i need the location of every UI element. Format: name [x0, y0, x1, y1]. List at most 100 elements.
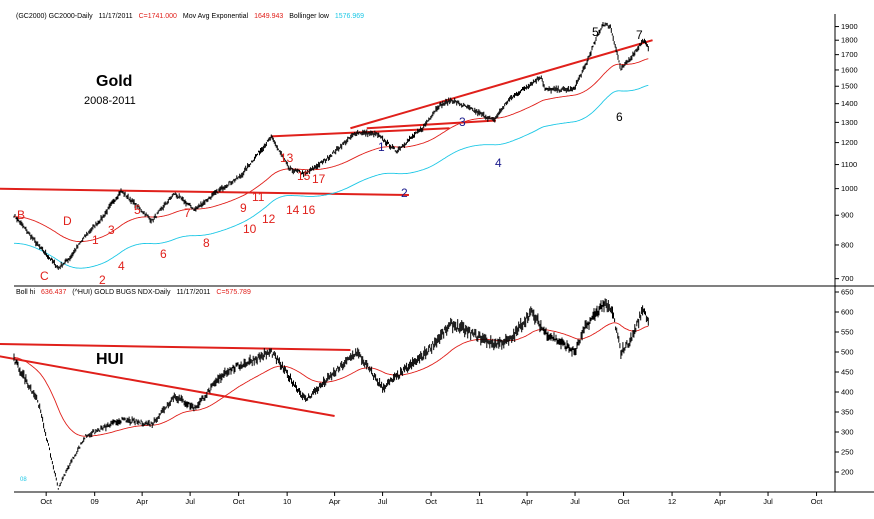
x-tick-label: 12	[668, 497, 676, 506]
hui-y-tick-label: 400	[841, 388, 854, 397]
gold-trendlines	[0, 39, 653, 197]
hui-header-bb-label: Boll hi	[16, 289, 36, 296]
wave-label-3: 3	[108, 223, 115, 237]
x-tick-label: 10	[283, 497, 291, 506]
hui-trendline	[0, 343, 351, 351]
wave-label-1: 1	[92, 233, 99, 247]
gold-y-tick-label: 1300	[841, 118, 858, 127]
wave-label-blue-2: 2	[401, 186, 408, 200]
gold-y-tick-label: 1100	[841, 160, 857, 169]
x-tick-label: Apr	[521, 497, 533, 506]
x-tick-label: Oct	[618, 497, 631, 506]
wave-label-6: 6	[160, 247, 167, 261]
gold-y-tick-label: 1800	[841, 36, 858, 45]
wave-label-b: B	[17, 208, 25, 222]
gold-y-tick-label: 1400	[841, 99, 858, 108]
gold-y-tick-label: 1600	[841, 65, 858, 74]
wave-label-c: C	[40, 269, 49, 283]
wave-label-black-7: 7	[636, 28, 643, 42]
hui-trendlines	[0, 343, 351, 417]
gold-y-tick-label: 1000	[841, 184, 858, 193]
wave-label-7: 7	[184, 206, 191, 220]
x-axis: Oct 09 Apr Jul Oct 10 Apr Jul Oct 11 Apr Jul Oct 12 Ap…	[40, 492, 823, 506]
x-tick-label: Jul	[763, 497, 773, 506]
wave-label-d: D	[63, 214, 72, 228]
x-tick-label: Apr	[714, 497, 726, 506]
x-tick-label: Apr	[329, 497, 341, 506]
gold-header-bb-label: Bollinger low	[289, 13, 330, 20]
x-tick-label: Jul	[570, 497, 580, 506]
gold-price-series	[13, 22, 649, 270]
hui-y-tick-label: 450	[841, 368, 854, 377]
wave-label-16: 16	[302, 203, 316, 217]
wave-label-11: 11	[252, 190, 265, 204]
gold-y-tick-label: 900	[841, 211, 854, 220]
wave-labels-black: 5 6 7	[592, 25, 643, 124]
gold-header-ema-value: 1649.943	[254, 13, 283, 20]
hui-y-tick-label: 600	[841, 308, 854, 317]
wave-label-12: 12	[262, 212, 276, 226]
gold-y-tick-label: 1200	[841, 138, 858, 147]
wave-labels-blue: 1 2 3 4	[378, 115, 502, 200]
gold-header-bb-value: 1576.969	[335, 13, 364, 20]
gold-trendline	[366, 119, 497, 130]
wave-label-15: 15	[297, 169, 311, 183]
gold-y-axis: 700 800 900 1000 1100 1200 1300 1400 1500 1600 170…	[835, 22, 858, 283]
gold-y-tick-label: 700	[841, 274, 854, 283]
wave-label-black-5: 5	[592, 25, 599, 39]
hui-y-tick-label: 500	[841, 348, 854, 357]
gold-trendline	[0, 187, 409, 197]
hui-trendline	[0, 355, 335, 417]
gold-moving-average-line	[14, 58, 649, 243]
gold-bollinger-line	[14, 84, 649, 269]
hui-header: Boll hi 636.437 (^HUI) GOLD BUGS NDX-Dai…	[16, 289, 251, 296]
x-tick-label: Oct	[425, 497, 438, 506]
gold-header-date: 11/17/2011	[99, 13, 133, 20]
gold-panel: 700 800 900 1000 1100 1200 1300 1400 1500 1600 170…	[0, 14, 874, 287]
wave-label-13: 13	[280, 151, 294, 165]
hui-header-date: 11/17/2011	[176, 289, 210, 296]
x-tick-label: 09	[91, 497, 99, 506]
gold-y-tick-label: 1900	[841, 22, 858, 31]
x-tick-label: Apr	[136, 497, 148, 506]
hui-header-bb-value: 636.437	[41, 289, 66, 296]
gold-header-close: C=1741.000	[139, 13, 177, 20]
gold-header: (GC2000) GC2000-Daily 11/17/2011 C=1741.…	[16, 13, 364, 20]
wave-label-2: 2	[99, 273, 106, 287]
wave-label-blue-3: 3	[459, 115, 466, 129]
wave-labels-red: B D C 1 2 3 4 5 6 7 8 9 10 11 12 13 14 1…	[17, 151, 326, 287]
gold-trendline	[350, 39, 653, 130]
wave-label-10: 10	[243, 222, 257, 236]
wave-label-4: 4	[118, 259, 125, 273]
hui-y-tick-label: 650	[841, 288, 854, 297]
x-tick-label: Oct	[233, 497, 246, 506]
wave-label-8: 8	[203, 236, 210, 250]
hui-y-tick-label: 350	[841, 408, 854, 417]
wave-label-blue-1: 1	[378, 140, 385, 154]
x-tick-label: Jul	[378, 497, 388, 506]
hui-title: HUI	[96, 351, 124, 368]
hui-y-axis: 200 250 300 350 400 450 500 550 600 650	[835, 288, 854, 477]
gold-title: Gold	[96, 73, 132, 90]
wave-label-17: 17	[312, 172, 326, 186]
wave-label-14: 14	[286, 203, 300, 217]
wave-label-black-6: 6	[616, 110, 623, 124]
hui-y-tick-label: 200	[841, 468, 854, 477]
wave-label-blue-4: 4	[495, 156, 502, 170]
gold-y-tick-label: 1700	[841, 50, 858, 59]
x-tick-label: 11	[476, 497, 484, 506]
gold-y-tick-label: 1500	[841, 82, 858, 91]
x-tick-label: Jul	[185, 497, 195, 506]
gold-header-symbol: (GC2000) GC2000-Daily	[16, 13, 93, 20]
hui-y-tick-label: 300	[841, 428, 854, 437]
hui-header-symbol: (^HUI) GOLD BUGS NDX-Daily	[72, 289, 171, 296]
x-tick-label: Oct	[811, 497, 824, 506]
hui-header-close: C=575.789	[216, 289, 251, 296]
hui-corner-label: 08	[20, 477, 27, 483]
x-tick-label: Oct	[40, 497, 53, 506]
gold-y-tick-label: 800	[841, 240, 854, 249]
wave-label-5: 5	[134, 203, 141, 217]
gold-subtitle: 2008-2011	[84, 95, 136, 107]
wave-label-9: 9	[240, 201, 247, 215]
